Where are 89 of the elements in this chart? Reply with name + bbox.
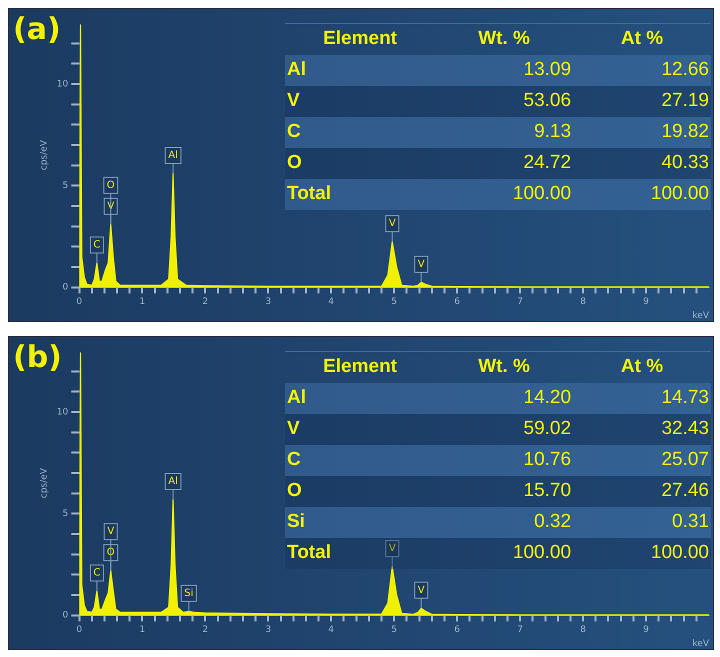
table-row: Element Wt. % At % — [285, 24, 711, 54]
x-axis-title: keV — [692, 310, 710, 321]
annotation: O — [286, 151, 303, 175]
annotation: 100.00 — [650, 541, 710, 565]
annotation: V — [286, 89, 301, 113]
x-tick-label: 4 — [328, 297, 334, 308]
annotation: 12.66 — [660, 58, 710, 82]
table-row: Al 14.20 14.73 — [285, 382, 711, 414]
annotation: Si — [184, 588, 194, 599]
x-tick-label: 5 — [391, 297, 397, 308]
x-tick-label: 8 — [580, 625, 586, 636]
annotation: Al — [168, 150, 178, 162]
x-tick-label: 6 — [454, 297, 460, 308]
annotation: 100.00 — [650, 182, 710, 206]
annotation: Total — [287, 542, 331, 563]
x-tick-label: 2 — [202, 297, 208, 308]
y-tick-label: 10 — [56, 79, 69, 90]
text: (b) — [13, 340, 62, 375]
x-tick-label: 5 — [391, 625, 397, 636]
x-tick-label: 6 — [454, 625, 460, 636]
annotation: Al — [286, 58, 307, 82]
annotation: 24.72 — [522, 151, 572, 175]
x-tick-label: 9 — [643, 297, 650, 308]
y-tick-label: 5 — [62, 181, 68, 192]
annotation: V — [107, 526, 114, 538]
x-tick-label: 9 — [643, 625, 650, 636]
text: (a) — [13, 12, 61, 47]
annotation: 40.33 — [660, 151, 710, 175]
y-axis-title: cps/eV — [40, 139, 50, 170]
annotation: 10.76 — [522, 448, 572, 472]
annotation: 100.00 — [512, 182, 572, 206]
annotation: C — [286, 120, 302, 144]
annotation: V — [286, 417, 301, 441]
annotation: 9.13 — [533, 120, 572, 144]
x-tick-label: 7 — [517, 625, 523, 636]
annotation: Si — [286, 510, 306, 534]
annotation: 27.19 — [660, 89, 710, 113]
annotation: 14.20 — [522, 386, 572, 410]
annotation: 19.82 — [660, 120, 710, 144]
x-tick-label: 3 — [265, 297, 272, 308]
annotation: 15.70 — [522, 479, 572, 503]
y-axis-title: cps/eV — [40, 467, 50, 498]
x-tick-label: 8 — [580, 297, 586, 308]
annotation: Total — [286, 182, 332, 206]
table-row: V 59.02 32.43 — [285, 414, 711, 444]
x-tick-label: 1 — [139, 625, 146, 636]
annotation: O — [106, 547, 115, 558]
y-tick-label: 0 — [62, 610, 69, 621]
annotation: O — [286, 479, 303, 503]
annotation: C — [93, 240, 100, 251]
x-tick-label: 1 — [139, 297, 146, 308]
table-row: Element Wt. % At % — [285, 352, 711, 382]
annotation: C — [286, 448, 302, 472]
table-row: V 53.06 27.19 — [285, 86, 711, 116]
x-tick-label: 7 — [517, 297, 523, 308]
annotation: Al — [168, 476, 178, 488]
annotation: 25.07 — [660, 448, 710, 472]
annotation: 53.06 — [522, 89, 572, 113]
x-tick-label: 0 — [76, 297, 82, 308]
annotation: V — [418, 258, 425, 270]
x-axis-title: keV — [692, 638, 710, 649]
table-row: Total 100.00 100.00 — [285, 178, 711, 210]
annotation: 0.31 — [671, 510, 710, 534]
annotation: V — [418, 584, 425, 596]
x-tick-label: 0 — [76, 625, 82, 636]
table-row: C 9.13 19.82 — [285, 116, 711, 148]
y-tick-label: 0 — [62, 282, 69, 293]
x-tick-label: 3 — [265, 625, 272, 636]
y-tick-label: 5 — [62, 509, 68, 520]
annotation: V — [388, 543, 396, 554]
annotation: V — [388, 218, 396, 230]
table-row: O 24.72 40.33 — [285, 148, 711, 178]
table-row: Al 13.09 12.66 — [285, 54, 711, 86]
annotation: 14.73 — [660, 386, 710, 410]
table-row: C 10.76 25.07 — [285, 444, 711, 476]
annotation: 27.46 — [660, 479, 710, 503]
x-tick-label: 2 — [202, 625, 208, 636]
annotation: 32.43 — [660, 417, 710, 441]
annotation: 13.09 — [522, 58, 572, 82]
annotation: O — [106, 180, 115, 191]
annotation: 100.00 — [512, 541, 572, 565]
x-tick-label: 4 — [328, 625, 334, 636]
annotation: Al — [286, 386, 307, 410]
y-tick-label: 10 — [56, 407, 69, 418]
annotation: 59.02 — [522, 417, 572, 441]
annotation: 0.32 — [533, 510, 572, 534]
annotation: C — [93, 568, 100, 579]
table-row: O 15.70 27.46 — [285, 476, 711, 506]
table-row: Si 0.32 0.31 — [285, 506, 711, 538]
